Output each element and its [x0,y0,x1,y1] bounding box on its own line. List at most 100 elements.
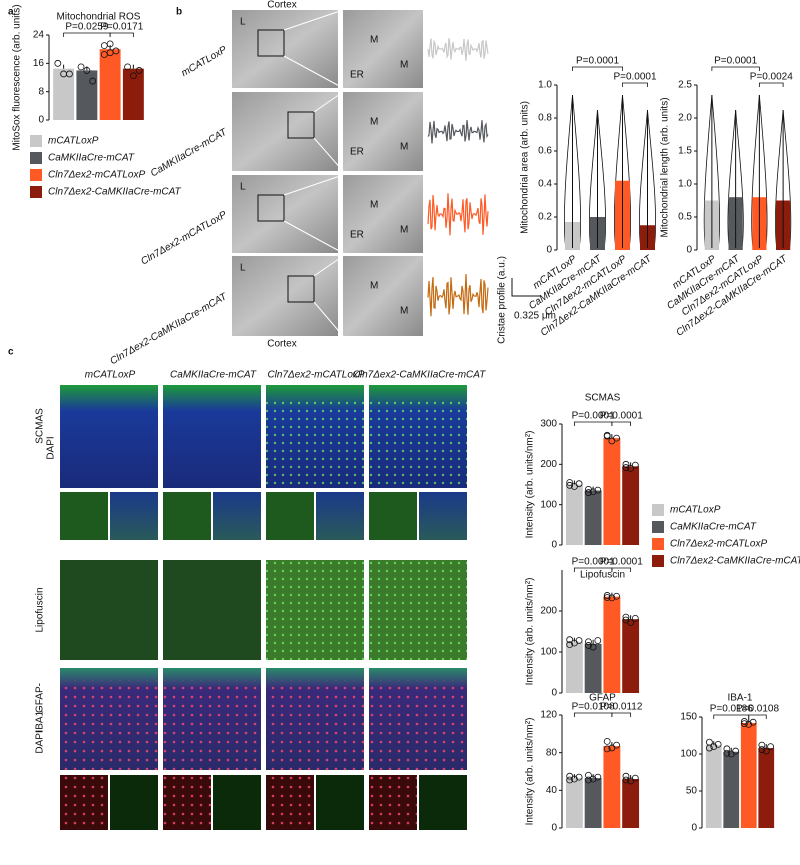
p-value: P=0.0001 [600,411,644,422]
micro-label: M [370,200,378,211]
bar [622,619,640,693]
bracket [711,66,760,71]
zoom-box [287,275,315,303]
image [266,560,364,660]
legend-swatch [652,521,664,533]
y-tick-label: 0 [551,540,557,551]
data-point [566,641,574,649]
p-value: P=0.0108 [572,702,616,713]
bar [603,596,621,693]
bracket [109,32,134,37]
cristae-profile [427,120,489,144]
bar [584,778,602,828]
zoom-line [283,174,344,196]
row-label: Cln7Δex2-CaMKIIaCre-mCAT [108,291,229,367]
image [369,775,417,830]
data-point [585,638,592,646]
zoom-box [257,194,285,222]
micro-label: ER [350,70,364,81]
data-point [631,461,639,469]
y-tick-label: 300 [540,419,557,430]
image [163,775,211,830]
data-point [608,594,616,602]
legend-swatch [652,504,664,516]
row-label: DAPI [46,436,57,459]
bracket [748,714,767,719]
row-label: SCMAS [35,408,46,444]
micro-label: L [240,17,246,28]
data-point [603,431,611,439]
bar [758,748,775,828]
y-axis-label: Intensity (arb. units/nm²) [525,431,536,539]
y-tick-label: 0 [691,823,697,834]
y-tick-label: 0.5 [678,212,692,223]
data-point [83,67,91,74]
data-point [589,775,597,783]
data-point [575,480,583,488]
bracket [573,421,613,426]
y-tick-label: 0 [38,115,44,126]
data-point [566,481,574,489]
data-point [129,72,137,80]
image [266,492,314,540]
p-value: P=0.0001 [572,557,616,568]
legend-swatch [30,169,42,181]
y-axis-label: MitoSox fluorescence (arb. units) [12,4,23,150]
row-label: Lipofuscin [35,587,46,632]
y-tick-label: 0 [686,245,692,256]
axis-note: Cristae profile (a.u.) [497,256,508,344]
image [266,775,314,830]
data-point [575,773,583,781]
bracket [611,567,632,572]
y-tick-label: 1.5 [678,146,692,157]
section-title: Cortex [267,339,296,350]
y-tick-label: 8 [38,86,44,97]
bar [99,49,121,120]
data-point [566,479,574,486]
bracket [63,32,111,37]
zoom-line [313,91,344,113]
bar [76,70,98,120]
image [369,680,467,770]
y-tick-label: 0.2 [538,212,552,223]
bar [565,778,583,828]
bar [603,438,621,545]
section-title: Cortex [267,0,296,11]
legend-label: Cln7Δex2-mCATLoxP [670,539,767,550]
bracket [758,82,784,87]
row-label: mCATLoxP [180,44,229,79]
row-label: IBA1- [35,707,46,732]
data-point [54,59,62,67]
zoom-line [313,301,344,337]
data-point [622,460,630,468]
data-point [77,63,85,71]
y-tick-label: 0 [551,823,557,834]
legend-swatch [30,135,42,147]
data-point [758,746,766,753]
images [60,9,540,830]
data-point [585,642,592,649]
micro-label: L [240,182,246,193]
cristae-profile [427,274,489,317]
data-point [66,70,73,78]
panel-letter: a [8,7,14,18]
cristae-profile [427,38,489,61]
image [60,560,158,660]
data-point [585,489,592,496]
data-point [112,47,120,55]
data-point [749,718,757,726]
legend-label: Cln7Δex2-CaMKIIaCre-mCAT [48,187,182,198]
zoom-box [257,29,285,57]
data-point [603,737,611,745]
y-tick-label: 0.6 [538,146,552,157]
micro-label: ER [350,230,364,241]
p-value: P=0.0259 [65,22,109,33]
image [213,492,261,540]
image [316,775,364,830]
bar [622,779,640,828]
micro-label: ER [350,147,364,158]
y-tick-label: 200 [540,459,557,470]
zoom-line [283,9,344,31]
data-point [745,721,753,728]
image [163,680,261,770]
